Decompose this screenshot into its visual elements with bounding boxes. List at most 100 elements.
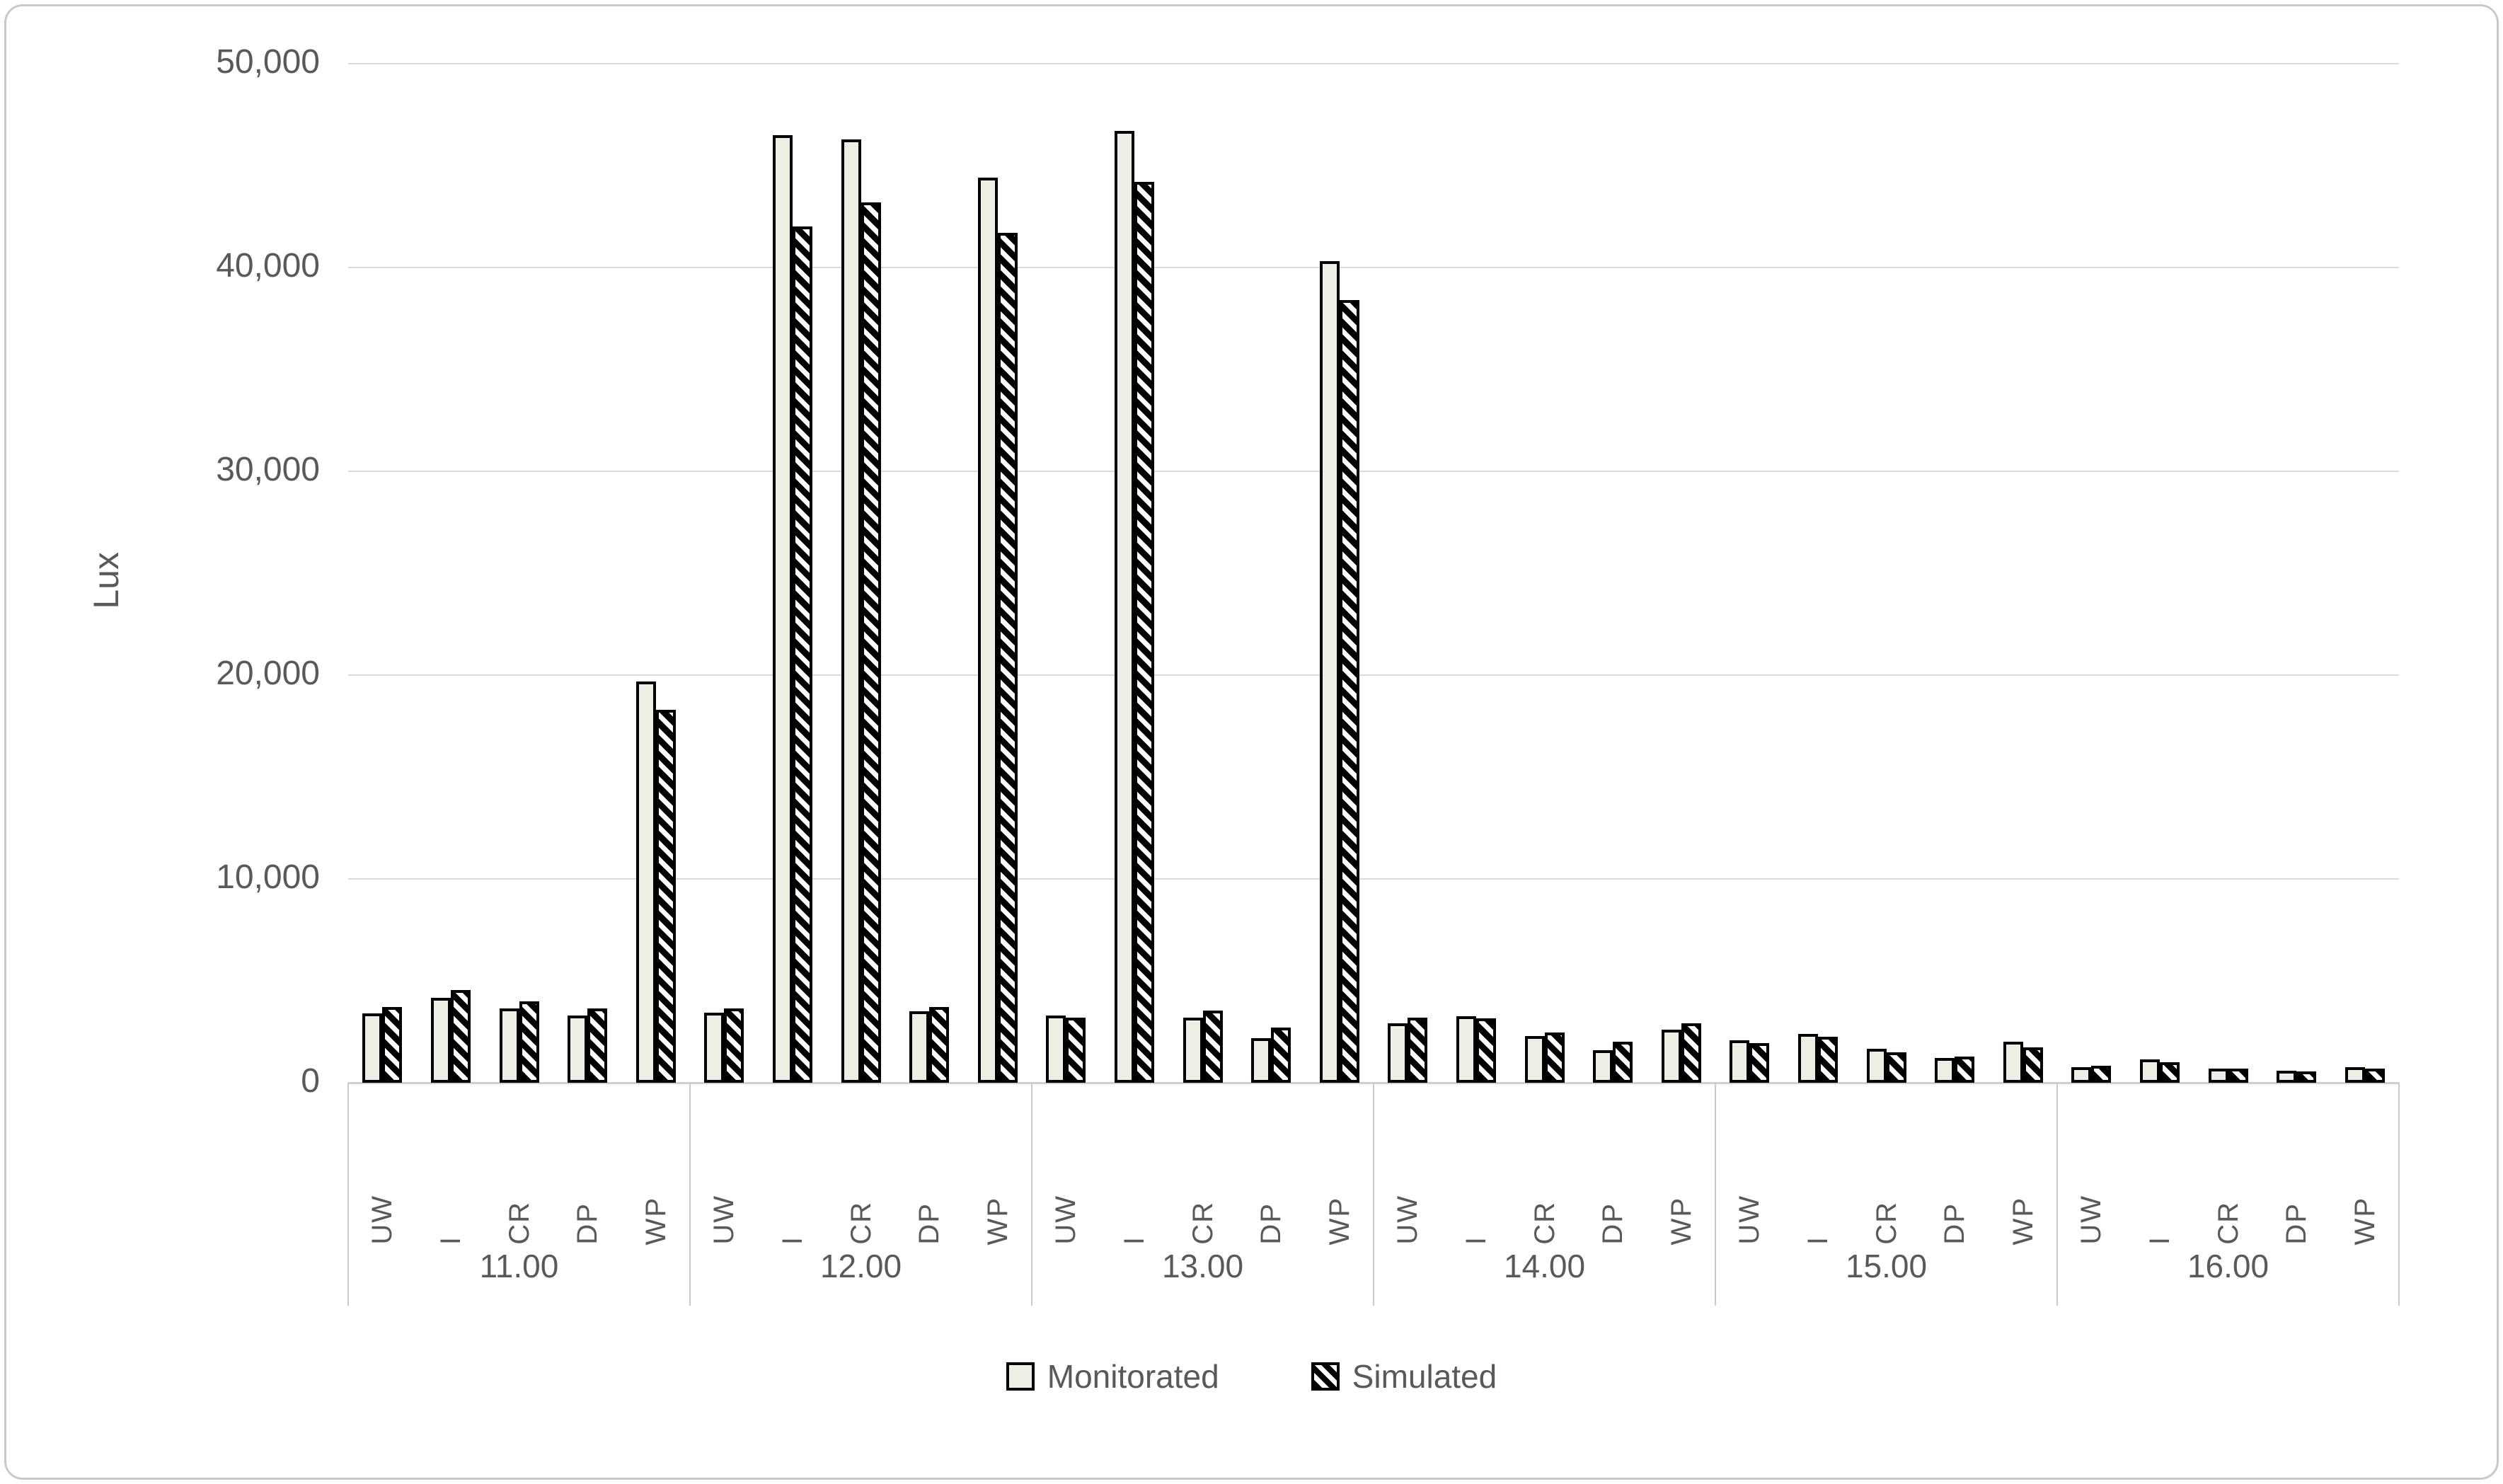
bar-monitorated-14.00-CR — [1525, 1036, 1545, 1083]
y-tick-label: 40,000 — [216, 247, 320, 284]
bar-monitorated-16.00-CR — [2209, 1069, 2228, 1083]
category-label-text: CR — [503, 1201, 535, 1245]
bar-simulated-13.00-CR — [1203, 1011, 1223, 1083]
monitorated-swatch-icon — [1006, 1362, 1035, 1391]
bar-simulated-16.00-UW — [2091, 1066, 2111, 1083]
bar-simulated-12.00-WP — [998, 233, 1018, 1083]
bar-monitorated-11.00-WP — [636, 681, 656, 1083]
bar-simulated-15.00-I — [1818, 1037, 1838, 1083]
group-separator — [347, 1083, 349, 1306]
bar-simulated-15.00-WP — [2023, 1047, 2043, 1083]
bar-monitorated-12.00-DP — [909, 1011, 929, 1083]
chart-frame — [4, 4, 2499, 1480]
bar-simulated-11.00-UW — [382, 1007, 402, 1083]
category-label-text: CR — [1187, 1201, 1219, 1245]
bar-simulated-12.00-DP — [929, 1007, 949, 1083]
bar-simulated-16.00-WP — [2365, 1069, 2385, 1083]
category-label: WP — [2349, 1093, 2381, 1245]
bar-simulated-11.00-CR — [519, 1001, 539, 1083]
category-label: CR — [1529, 1093, 1560, 1245]
bar-simulated-15.00-CR — [1887, 1052, 1906, 1083]
category-label: I — [777, 1093, 808, 1245]
bar-monitorated-16.00-UW — [2071, 1067, 2091, 1083]
bar-simulated-14.00-WP — [1681, 1023, 1701, 1083]
category-label-text: I — [1118, 1235, 1150, 1245]
category-label: I — [435, 1093, 466, 1245]
bar-monitorated-16.00-DP — [2277, 1071, 2296, 1083]
group-separator — [2398, 1083, 2400, 1306]
category-label: CR — [504, 1093, 535, 1245]
bar-simulated-14.00-UW — [1408, 1018, 1427, 1083]
category-label: DP — [1255, 1093, 1287, 1245]
bar-simulated-14.00-CR — [1545, 1033, 1565, 1083]
category-label: DP — [2281, 1093, 2312, 1245]
gridline — [348, 63, 2399, 64]
category-label: CR — [2213, 1093, 2244, 1245]
category-label-text: I — [1802, 1235, 1834, 1245]
category-label-text: DP — [1938, 1202, 1970, 1245]
category-label: UW — [2076, 1093, 2107, 1245]
bar-simulated-14.00-DP — [1613, 1042, 1633, 1083]
group-label: 16.00 — [2187, 1248, 2269, 1284]
category-label: CR — [846, 1093, 877, 1245]
category-label-text: UW — [1049, 1195, 1081, 1245]
bar-simulated-13.00-DP — [1271, 1028, 1291, 1083]
group-separator — [1031, 1083, 1032, 1306]
category-label-text: DP — [2280, 1202, 2312, 1245]
category-label-text: DP — [913, 1202, 945, 1245]
bar-monitorated-11.00-I — [431, 998, 451, 1083]
y-tick-label: 30,000 — [216, 451, 320, 488]
group-separator — [1715, 1083, 1716, 1306]
category-label: UW — [708, 1093, 740, 1245]
bar-simulated-12.00-I — [793, 226, 812, 1083]
category-label-text: WP — [1665, 1196, 1697, 1245]
gridline — [348, 674, 2399, 676]
bar-simulated-14.00-I — [1476, 1018, 1496, 1083]
legend-item-monitorated: Monitorated — [1006, 1357, 1219, 1396]
bar-simulated-13.00-I — [1134, 182, 1154, 1083]
category-label: I — [2144, 1093, 2175, 1245]
bar-simulated-11.00-WP — [656, 710, 676, 1083]
y-axis-title-text: Lux — [86, 551, 126, 609]
bar-monitorated-16.00-I — [2140, 1059, 2160, 1083]
category-label: WP — [640, 1093, 672, 1245]
bar-monitorated-12.00-CR — [841, 139, 861, 1083]
category-label: UW — [1050, 1093, 1081, 1245]
gridline — [348, 878, 2399, 880]
category-label: I — [1461, 1093, 1492, 1245]
bar-monitorated-13.00-I — [1115, 131, 1134, 1083]
group-separator — [1373, 1083, 1374, 1306]
bar-monitorated-11.00-UW — [362, 1013, 382, 1083]
bar-monitorated-15.00-I — [1798, 1034, 1818, 1083]
category-label: WP — [982, 1093, 1013, 1245]
gridline — [348, 267, 2399, 268]
legend-label-simulated: Simulated — [1352, 1358, 1497, 1395]
category-label: CR — [1871, 1093, 1902, 1245]
group-label: 14.00 — [1503, 1248, 1586, 1284]
category-label-text: WP — [640, 1196, 672, 1245]
bar-monitorated-12.00-WP — [978, 178, 998, 1083]
bar-monitorated-15.00-CR — [1867, 1049, 1887, 1083]
bar-monitorated-12.00-UW — [704, 1013, 724, 1083]
y-tick-label: 50,000 — [216, 43, 320, 81]
bar-monitorated-14.00-I — [1456, 1016, 1476, 1083]
bar-monitorated-13.00-CR — [1183, 1018, 1203, 1083]
category-label-text: CR — [1529, 1201, 1560, 1245]
simulated-swatch-icon — [1311, 1362, 1340, 1391]
bar-monitorated-16.00-WP — [2345, 1067, 2365, 1083]
x-axis-label-area: UW I CR DP WP 11.00 UW I CR DP WP 12.00 UW I CR DP WP 13.… — [347, 1083, 2400, 1306]
category-label-text: UW — [1733, 1195, 1765, 1245]
category-label-text: I — [1460, 1235, 1492, 1245]
gridline — [348, 471, 2399, 472]
category-label: I — [1119, 1093, 1150, 1245]
bar-monitorated-15.00-DP — [1935, 1058, 1955, 1083]
group-label: 12.00 — [819, 1248, 902, 1284]
bar-monitorated-11.00-CR — [500, 1008, 519, 1083]
category-label-text: DP — [1596, 1202, 1628, 1245]
bar-simulated-16.00-DP — [2296, 1071, 2316, 1083]
category-label-text: WP — [982, 1196, 1013, 1245]
category-label-text: DP — [1255, 1202, 1287, 1245]
group-label: 11.00 — [479, 1248, 559, 1284]
bar-simulated-12.00-CR — [861, 202, 881, 1083]
